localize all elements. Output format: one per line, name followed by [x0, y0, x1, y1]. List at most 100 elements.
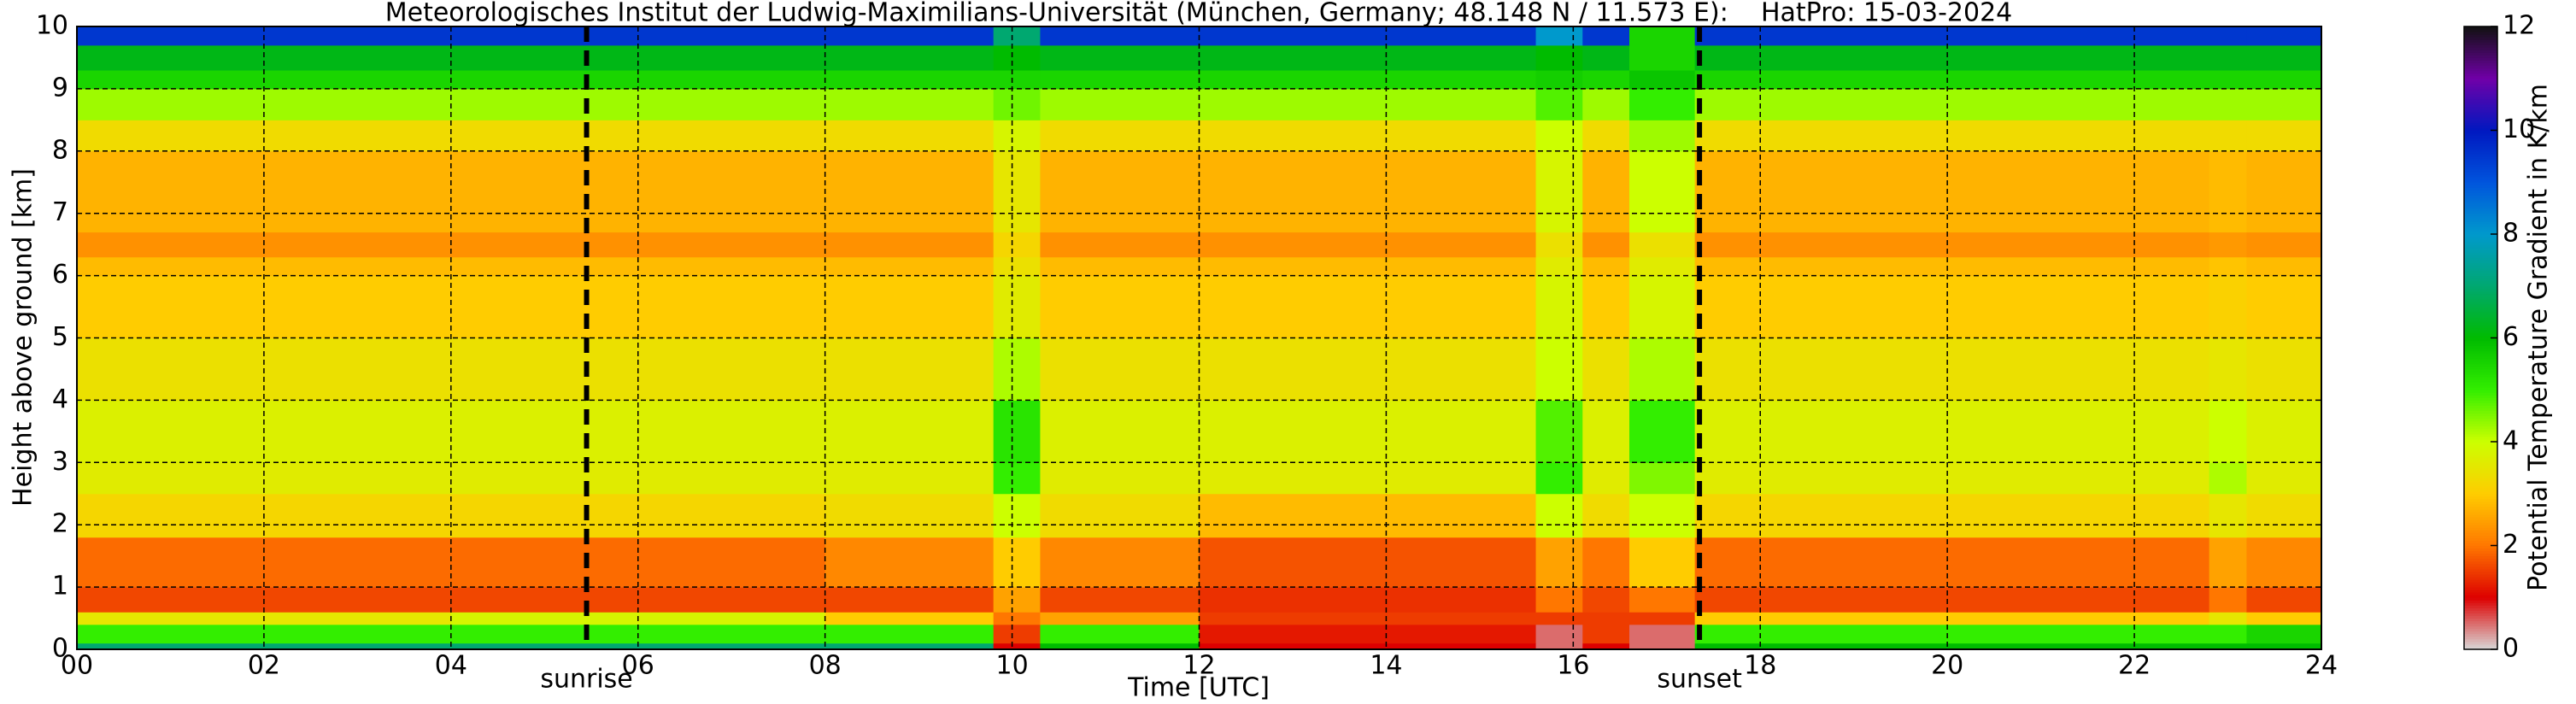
colorbar-segment: [2464, 307, 2497, 310]
colorbar-segment: [2464, 104, 2497, 108]
colorbar-segment: [2464, 234, 2497, 238]
heatmap-cell: [2246, 462, 2322, 495]
colorbar-segment: [2464, 208, 2497, 212]
colorbar-segment: [2464, 185, 2497, 188]
colorbar-segment: [2464, 62, 2497, 67]
heatmap-cell: [1199, 400, 1537, 463]
heatmap-cell: [1199, 70, 1537, 90]
colorbar-segment: [2464, 573, 2497, 578]
colorbar-segment: [2464, 239, 2497, 243]
colorbar-segment: [2464, 200, 2497, 204]
heatmap-cell: [1582, 337, 1630, 401]
heatmap-cell: [993, 493, 1041, 538]
heatmap-cell: [1694, 275, 2210, 338]
x-tick-label: 18: [1744, 651, 1776, 681]
heatmap-cell: [2209, 70, 2247, 90]
colorbar-segment: [2464, 345, 2497, 349]
colorbar-segment: [2464, 335, 2497, 338]
heatmap-cell: [993, 70, 1041, 90]
colorbar-segment: [2464, 237, 2497, 240]
heatmap-cell: [2209, 120, 2247, 152]
colorbar-segment: [2464, 512, 2497, 515]
colorbar-segment: [2464, 102, 2497, 105]
heatmap-cell: [1535, 232, 1583, 258]
colorbar-segment: [2464, 127, 2497, 131]
colorbar-segment: [2464, 610, 2497, 613]
heatmap-cell: [1199, 612, 1537, 625]
colorbar-segment: [2464, 75, 2497, 79]
heatmap-cell: [824, 120, 995, 152]
colorbar-segment: [2464, 257, 2497, 261]
colorbar-segment: [2464, 584, 2497, 588]
y-tick-label: 0: [52, 634, 68, 664]
colorbar-segment: [2464, 348, 2497, 352]
colorbar-segment: [2464, 52, 2497, 56]
heatmap-cell: [1535, 120, 1583, 152]
colorbar-segment: [2464, 503, 2497, 507]
colorbar-segment: [2464, 205, 2497, 209]
heatmap-cell: [1694, 232, 2210, 258]
colorbar-segment: [2464, 37, 2497, 40]
colorbar-segment: [2464, 366, 2497, 370]
heatmap-cell: [993, 587, 1041, 613]
heatmap-cell: [824, 624, 995, 644]
colorbar-segment: [2464, 433, 2497, 437]
colorbar-segment: [2464, 457, 2497, 461]
heatmap-cell: [1629, 232, 1696, 258]
heatmap-cell: [1040, 150, 1200, 233]
heatmap-cell: [993, 26, 1041, 46]
x-axis-label: Time [UTC]: [1127, 673, 1270, 703]
colorbar-segment: [2464, 172, 2497, 175]
colorbar-segment: [2464, 566, 2497, 570]
heatmap-cell: [1199, 462, 1537, 495]
colorbar-segment: [2464, 560, 2497, 565]
y-tick-label: 3: [52, 447, 68, 477]
colorbar-segment: [2464, 638, 2497, 642]
heatmap-cell: [1199, 120, 1537, 152]
heatmap-cell: [993, 232, 1041, 258]
heatmap-cell: [1199, 493, 1537, 538]
colorbar-segment: [2464, 361, 2497, 365]
y-tick-label: 6: [52, 260, 68, 290]
colorbar-segment: [2464, 32, 2497, 35]
colorbar-segment: [2464, 455, 2497, 458]
colorbar-segment: [2464, 470, 2497, 473]
colorbar-segment: [2464, 280, 2497, 285]
colorbar-segment: [2464, 605, 2497, 608]
heatmap-cell: [1040, 275, 1200, 338]
heatmap-cell: [2246, 400, 2322, 463]
colorbar-segment: [2464, 330, 2497, 333]
x-tick-label: 22: [2118, 651, 2151, 681]
colorbar-segment: [2464, 99, 2497, 103]
heatmap-cell: [1582, 612, 1630, 625]
heatmap-cell: [993, 337, 1041, 401]
x-tick-label: 14: [1370, 651, 1402, 681]
colorbar-segment: [2464, 478, 2497, 482]
heatmap-cell: [1040, 462, 1200, 495]
heatmap-cell: [824, 275, 995, 338]
heatmap-cell: [1582, 150, 1630, 233]
heatmap-cell: [1629, 337, 1696, 401]
colorbar-segment: [2464, 34, 2497, 38]
heatmap-cell: [1040, 587, 1200, 613]
colorbar-segment: [2464, 618, 2497, 622]
y-tick-label: 5: [52, 322, 68, 352]
heatmap-cell: [2209, 26, 2247, 46]
heatmap-cell: [1535, 256, 1583, 277]
colorbar-segment: [2464, 67, 2497, 72]
colorbar-segment: [2464, 57, 2497, 61]
heatmap-cell: [1535, 44, 1583, 71]
colorbar-segment: [2464, 447, 2497, 450]
y-tick-label: 8: [52, 135, 68, 165]
colorbar-segment: [2464, 317, 2497, 320]
heatmap-cell: [1535, 537, 1583, 588]
heatmap-cell: [1694, 642, 2210, 650]
colorbar-segment: [2464, 578, 2497, 583]
x-tick-label: 16: [1557, 651, 1589, 681]
colorbar-segment: [2464, 226, 2497, 230]
annotation-label: sunset: [1657, 665, 1742, 695]
y-tick-label: 9: [52, 73, 68, 103]
colorbar-segment: [2464, 155, 2497, 160]
heatmap-cell: [1199, 150, 1537, 233]
heatmap-cell: [1199, 587, 1537, 613]
